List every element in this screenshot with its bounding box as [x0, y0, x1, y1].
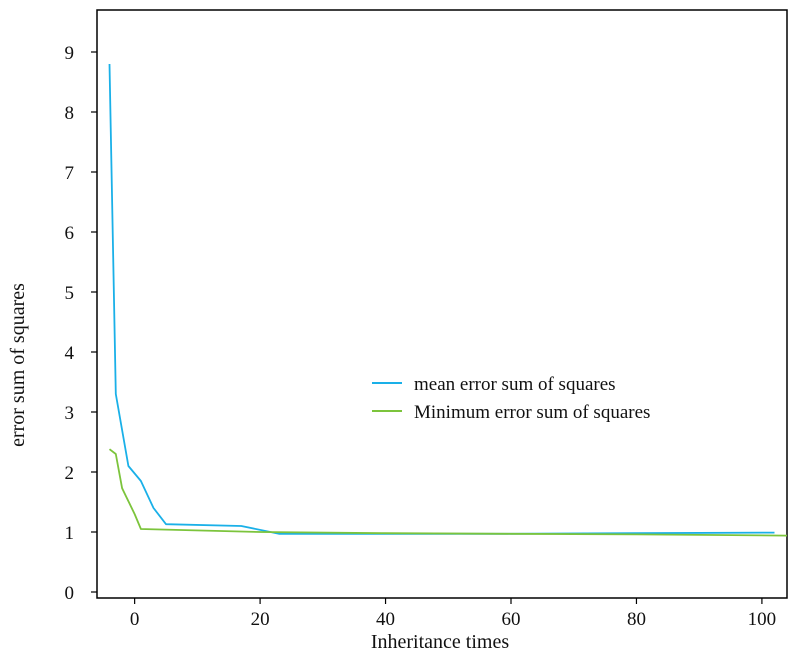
- y-tick-label: 7: [65, 163, 75, 184]
- y-tick-label: 8: [65, 103, 75, 124]
- series-line-0: [108, 63, 775, 535]
- x-tick-label: 40: [376, 609, 395, 630]
- legend-label-minimum: Minimum error sum of squares: [414, 402, 650, 423]
- x-tick-label: 20: [251, 609, 270, 630]
- y-tick-label: 3: [65, 403, 75, 424]
- x-tick-label: 60: [502, 609, 521, 630]
- series-lines: [108, 63, 788, 537]
- y-tick-label: 9: [65, 43, 75, 64]
- plot-area-frame: [96, 9, 788, 599]
- legend-label-mean: mean error sum of squares: [414, 374, 616, 395]
- y-axis-ticks: 0 1 2 3 4 5 6 7 8 9: [65, 43, 97, 604]
- y-tick-label: 0: [65, 583, 75, 604]
- x-tick-label: 100: [748, 609, 777, 630]
- y-tick-label: 2: [65, 463, 75, 484]
- x-tick-label: 0: [130, 609, 140, 630]
- series-line-1: [108, 448, 788, 537]
- y-tick-label: 4: [65, 343, 75, 364]
- y-tick-label: 6: [65, 223, 75, 244]
- x-axis-title: Inheritance times: [371, 631, 509, 653]
- x-tick-label: 80: [627, 609, 646, 630]
- x-axis-ticks: 0 20 40 60 80 100: [130, 598, 776, 630]
- legend: mean error sum of squares Minimum error …: [372, 374, 650, 423]
- y-tick-label: 1: [65, 523, 75, 544]
- y-axis-title: error sum of squares: [7, 283, 29, 447]
- y-tick-label: 5: [65, 283, 75, 304]
